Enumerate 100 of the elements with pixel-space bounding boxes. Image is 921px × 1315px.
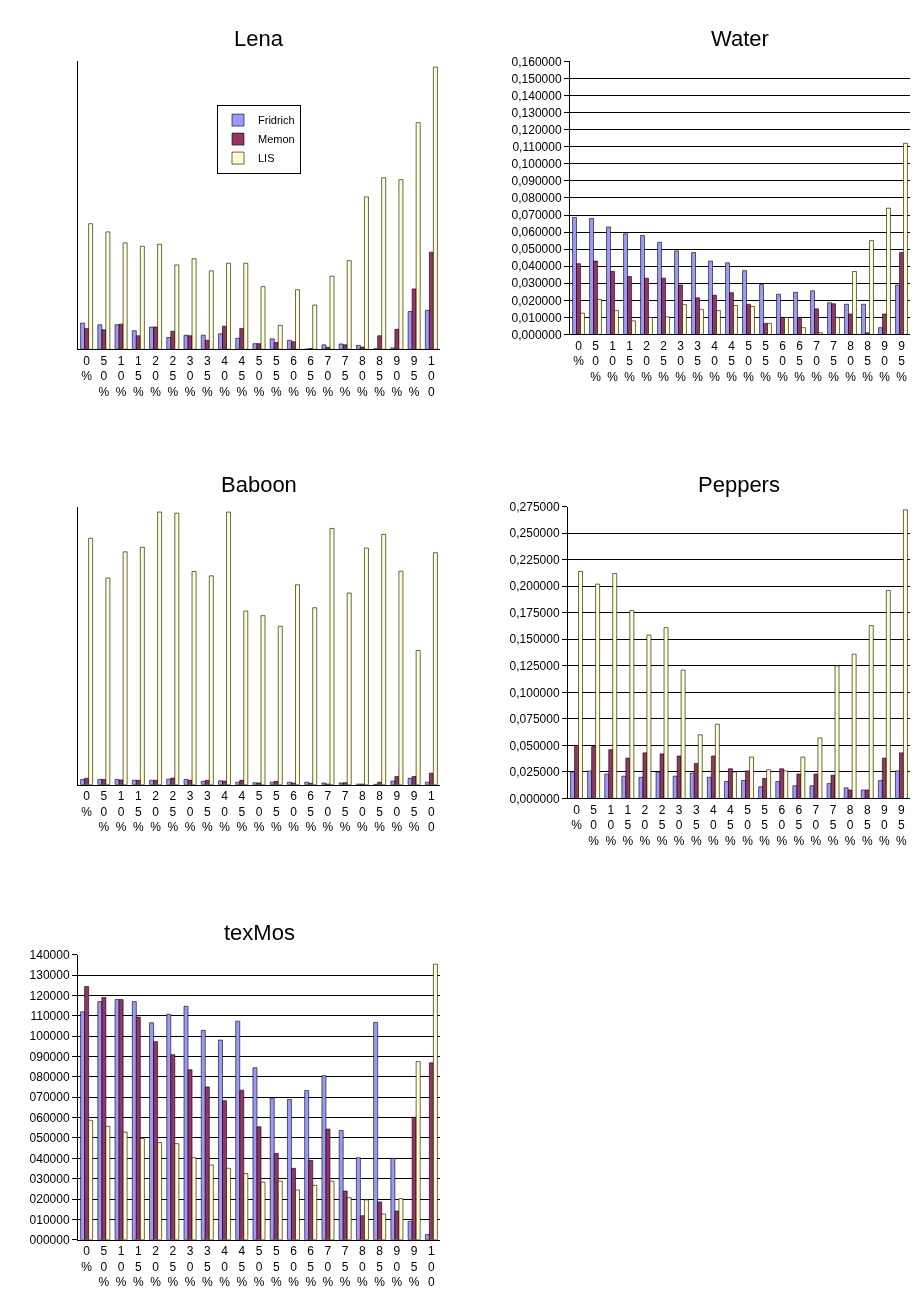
- x-tick-label: 20%: [641, 338, 653, 385]
- x-tick-label: 25%: [167, 1244, 179, 1290]
- x-tick-label: 70%: [811, 338, 823, 385]
- x-tick-label: 20%: [150, 353, 162, 399]
- x-tick-label: 100: [428, 353, 436, 399]
- x-tick-label: 65%: [305, 353, 317, 399]
- x-tick-label: 80%: [357, 1244, 369, 1290]
- x-tick-label: 15%: [132, 353, 144, 399]
- x-tick-label: 40%: [708, 802, 720, 849]
- y-tick-label: 080000: [29, 1070, 70, 1085]
- x-tick-label: 15%: [622, 802, 634, 849]
- x-tick-label: 20%: [150, 1244, 162, 1290]
- x-tick-label: 60%: [288, 353, 300, 399]
- x-tick-label: 50%: [742, 802, 754, 849]
- x-tick-label: 30%: [184, 353, 196, 399]
- x-tick-label: 40%: [219, 353, 231, 399]
- x-tick-label: 70%: [810, 802, 822, 849]
- x-tick-label: 25%: [656, 802, 668, 849]
- y-tick-label: 110000: [30, 1009, 70, 1024]
- x-tick-label: 95%: [408, 789, 420, 835]
- y-tick-label: 0,140000: [511, 88, 562, 103]
- x-tick-label: 70%: [322, 353, 334, 399]
- x-tick-label: 75%: [827, 802, 839, 849]
- x-tick-label: 25%: [167, 353, 179, 399]
- x-tick-label: 55%: [270, 1244, 282, 1290]
- x-tick-label: 65%: [794, 338, 806, 385]
- y-tick-label: 060000: [29, 1110, 70, 1125]
- x-tick-label: 45%: [726, 338, 738, 385]
- y-tick-label: 040000: [29, 1151, 70, 1166]
- x-tick-label: 65%: [305, 1244, 317, 1290]
- y-tick-label: 0,250000: [509, 526, 560, 541]
- y-tick-label: 0,175000: [509, 605, 560, 620]
- legend-label: Memon: [258, 133, 295, 146]
- x-tick-label: 30%: [675, 338, 687, 385]
- chart-title: texMos: [224, 920, 295, 945]
- y-tick-label: 0,040000: [511, 259, 562, 274]
- x-tick-label: 50%: [253, 1244, 265, 1290]
- x-tick-label: 50%: [98, 789, 110, 835]
- x-tick-label: 45%: [725, 802, 737, 849]
- x-tick-label: 95%: [408, 353, 420, 399]
- x-tick-label: 45%: [236, 1244, 248, 1290]
- chart-title: Water: [711, 26, 769, 51]
- y-tick-label: 0,075000: [509, 712, 560, 727]
- x-tick-label: 55%: [759, 802, 771, 849]
- x-tick-label: 90%: [879, 802, 891, 849]
- x-tick-label: 10%: [605, 802, 617, 849]
- x-tick-label: 40%: [709, 338, 721, 385]
- y-tick-label: 0,160000: [511, 54, 562, 69]
- x-tick-label: 55%: [270, 789, 282, 835]
- y-tick-label: 0,080000: [511, 191, 562, 206]
- x-tick-label: 80%: [357, 789, 369, 835]
- x-tick-label: 100: [428, 1244, 436, 1290]
- x-tick-label: 80%: [357, 353, 369, 399]
- x-tick-label: 90%: [391, 353, 403, 399]
- x-tick-label: 15%: [132, 789, 144, 835]
- x-tick-label: 50%: [253, 353, 265, 399]
- y-tick-label: 130000: [29, 968, 70, 983]
- x-tick-label: 0%: [81, 353, 93, 384]
- y-tick-label: 000000: [29, 1232, 70, 1247]
- x-tick-label: 25%: [658, 338, 670, 385]
- x-tick-label: 25%: [167, 789, 179, 835]
- x-tick-label: 80%: [844, 802, 856, 849]
- x-tick-label: 20%: [639, 802, 651, 849]
- x-tick-label: 35%: [201, 789, 213, 835]
- y-tick-label: 0,010000: [511, 310, 562, 325]
- x-tick-label: 85%: [374, 1244, 386, 1290]
- x-tick-label: 95%: [408, 1244, 420, 1290]
- y-tick-label: 100000: [29, 1029, 70, 1044]
- y-tick-label: 0,025000: [509, 765, 560, 780]
- x-tick-label: 30%: [184, 789, 196, 835]
- x-tick-label: 90%: [391, 789, 403, 835]
- x-tick-label: 60%: [288, 1244, 300, 1290]
- x-tick-label: 85%: [374, 789, 386, 835]
- y-tick-label: 030000: [29, 1171, 70, 1186]
- x-tick-label: 90%: [879, 338, 891, 385]
- y-tick-label: 0,000000: [511, 327, 562, 342]
- x-tick-label: 40%: [219, 789, 231, 835]
- y-tick-label: 0,050000: [511, 242, 562, 257]
- x-tick-label: 0%: [81, 789, 93, 819]
- x-tick-label: 20%: [150, 789, 162, 835]
- x-tick-label: 15%: [624, 338, 636, 385]
- x-tick-label: 55%: [760, 338, 772, 385]
- x-tick-label: 95%: [896, 338, 908, 385]
- x-tick-label: 80%: [845, 338, 857, 385]
- y-tick-label: 140000: [29, 948, 70, 962]
- y-tick-label: 0,150000: [511, 71, 562, 86]
- y-tick-label: 0,050000: [509, 738, 560, 753]
- x-tick-label: 15%: [132, 1244, 144, 1290]
- y-tick-label: 0,150000: [509, 632, 560, 647]
- y-tick-label: 020000: [29, 1192, 70, 1207]
- y-tick-label: 0,130000: [511, 105, 562, 120]
- x-tick-label: 40%: [219, 1244, 231, 1290]
- x-tick-label: 30%: [673, 802, 685, 849]
- x-tick-label: 10%: [607, 338, 619, 385]
- x-tick-label: 55%: [270, 353, 282, 399]
- y-tick-label: 070000: [29, 1090, 70, 1105]
- x-tick-label: 60%: [776, 802, 788, 849]
- y-tick-label: 0,000000: [509, 791, 560, 806]
- y-tick-label: 0,060000: [511, 225, 562, 240]
- y-tick-label: 0,100000: [511, 157, 562, 172]
